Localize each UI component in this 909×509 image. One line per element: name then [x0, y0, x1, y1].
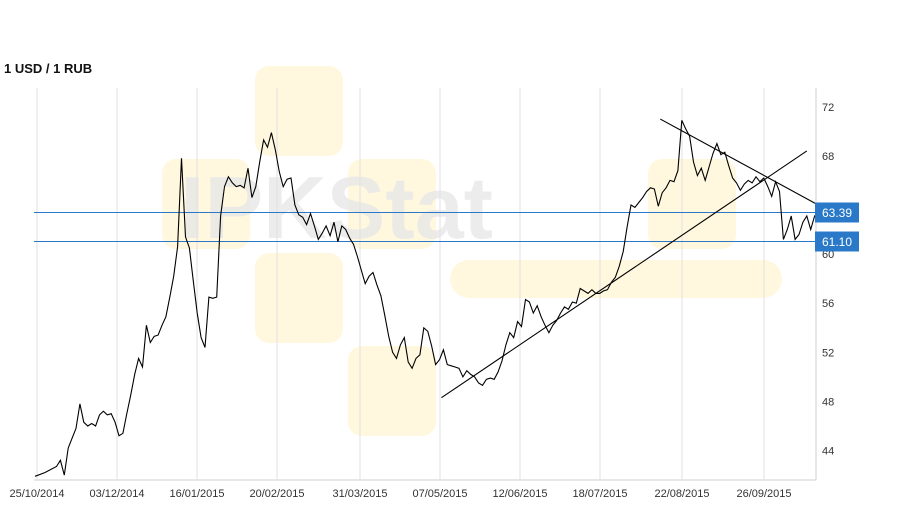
level-lines: [34, 212, 816, 242]
x-tick-label: 20/02/2015: [249, 488, 304, 500]
x-tick-label: 25/10/2014: [9, 488, 64, 500]
watermark-square: [648, 159, 736, 249]
x-axis: 25/10/2014 03/12/2014 16/01/2015 20/02/2015…: [9, 488, 791, 500]
trendline: [441, 150, 808, 399]
y-tick-label: 48: [822, 396, 834, 408]
x-tick-label: 07/05/2015: [412, 488, 467, 500]
x-tick-label: 03/12/2014: [89, 488, 144, 500]
watermark-square: [162, 159, 250, 249]
watermark-square: [255, 66, 343, 156]
y-tick-label: 44: [822, 446, 834, 458]
watermark-square: [255, 253, 343, 343]
trendlines: [441, 118, 821, 399]
chart-title: 1 USD / 1 RUB: [4, 61, 93, 76]
y-tick-label: 56: [822, 298, 834, 310]
y-axis: 44 48 52 56 60 68 72: [822, 102, 834, 458]
y-tick-label: 72: [822, 102, 834, 114]
y-tick-label: 52: [822, 347, 834, 359]
level-badge-label: 61.10: [822, 235, 852, 249]
grid: [34, 88, 817, 481]
watermark-text: IPKStat: [180, 158, 493, 257]
watermark-square: [348, 346, 436, 436]
watermark-bar: [450, 260, 782, 298]
x-tick-label: 22/08/2015: [654, 488, 709, 500]
x-tick-label: 26/09/2015: [736, 488, 791, 500]
series-line: [34, 120, 819, 477]
level-badge-label: 63.39: [822, 206, 852, 220]
level-badge: [815, 202, 859, 223]
x-tick-label: 31/03/2015: [332, 488, 387, 500]
watermark-square: [348, 159, 436, 249]
x-tick-label: 12/06/2015: [492, 488, 547, 500]
x-tick-label: 16/01/2015: [169, 488, 224, 500]
trendline: [660, 118, 821, 207]
level-badges: 63.39 61.10: [815, 202, 859, 252]
y-tick-label: 60: [822, 249, 834, 261]
watermark: IPKStat: [162, 66, 782, 436]
x-tick-label: 18/07/2015: [572, 488, 627, 500]
y-tick-label: 68: [822, 151, 834, 163]
level-badge: [815, 231, 859, 252]
